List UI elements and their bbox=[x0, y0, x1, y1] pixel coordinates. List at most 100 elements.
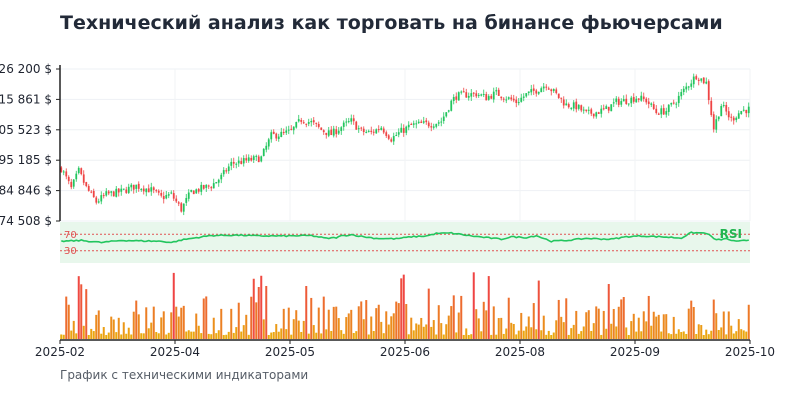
candle-body bbox=[697, 79, 700, 81]
volume-bar bbox=[282, 308, 285, 339]
volume-bar bbox=[420, 317, 423, 339]
volume-bar bbox=[80, 284, 83, 339]
volume-bar bbox=[612, 308, 615, 339]
volume-bar bbox=[702, 334, 705, 339]
volume-bar bbox=[585, 312, 588, 339]
volume-bar bbox=[350, 309, 353, 339]
volume-bar bbox=[360, 301, 363, 339]
candle-body bbox=[647, 101, 650, 105]
candle-body bbox=[705, 81, 708, 84]
volume-bar bbox=[642, 311, 645, 339]
volume-bar bbox=[602, 310, 605, 339]
candle-body bbox=[690, 83, 693, 87]
volume-bar bbox=[570, 328, 573, 339]
volume-bar bbox=[362, 319, 365, 339]
candle-body bbox=[60, 167, 63, 172]
volume-bar bbox=[527, 316, 530, 339]
candle-body bbox=[447, 110, 450, 112]
volume-bar bbox=[617, 306, 620, 339]
x-tick-label: 2025-05 bbox=[265, 345, 315, 359]
candle-body bbox=[120, 188, 123, 192]
candle-body bbox=[427, 122, 430, 127]
candle-body bbox=[365, 131, 368, 133]
volume-bar bbox=[695, 334, 698, 339]
x-tick-label: 2025-08 bbox=[495, 345, 545, 359]
volume-series bbox=[60, 272, 750, 339]
volume-bar bbox=[300, 331, 303, 339]
volume-bar bbox=[740, 329, 743, 339]
volume-bar bbox=[670, 334, 673, 339]
volume-bar bbox=[247, 334, 250, 339]
volume-bar bbox=[567, 334, 570, 339]
volume-bar bbox=[155, 332, 158, 339]
candle-body bbox=[102, 195, 105, 197]
volume-bar bbox=[132, 311, 135, 339]
candle-body bbox=[545, 86, 548, 88]
volume-bar bbox=[90, 328, 93, 339]
volume-bar bbox=[240, 331, 243, 339]
candle-body bbox=[220, 174, 223, 180]
volume-bar bbox=[357, 306, 360, 339]
candle-body bbox=[145, 188, 148, 193]
volume-bar bbox=[457, 312, 460, 339]
volume-bar bbox=[392, 313, 395, 339]
candle-body bbox=[592, 113, 595, 117]
volume-bar bbox=[687, 308, 690, 339]
candle-body bbox=[157, 190, 160, 193]
candle-body bbox=[202, 185, 205, 189]
candle-body bbox=[747, 106, 750, 114]
candle-body bbox=[265, 145, 268, 150]
candle-body bbox=[310, 120, 313, 123]
candle-body bbox=[655, 108, 658, 114]
candle-body bbox=[185, 197, 188, 203]
volume-bar bbox=[235, 327, 238, 339]
volume-bar bbox=[200, 333, 203, 339]
candle-body bbox=[267, 139, 270, 147]
candle-body bbox=[175, 198, 178, 202]
candle-body bbox=[535, 90, 538, 94]
volume-bar bbox=[645, 321, 648, 339]
rsi-label: RSI bbox=[720, 227, 742, 241]
candle-body bbox=[150, 187, 153, 192]
candle-body bbox=[667, 104, 670, 112]
volume-bar bbox=[415, 323, 418, 339]
volume-bar bbox=[680, 332, 683, 339]
volume-bar bbox=[197, 325, 200, 339]
volume-bar bbox=[560, 316, 563, 339]
candle-body bbox=[637, 98, 640, 100]
volume-bar bbox=[557, 299, 560, 339]
volume-bar bbox=[550, 334, 553, 339]
volume-bar bbox=[417, 324, 420, 339]
volume-bar bbox=[182, 305, 185, 339]
x-tick-label: 2025-02 bbox=[35, 345, 85, 359]
candle-body bbox=[500, 96, 503, 99]
candle-body bbox=[67, 176, 70, 182]
candle-body bbox=[585, 109, 588, 112]
candle-body bbox=[415, 123, 418, 125]
candle-body bbox=[135, 184, 138, 189]
volume-bar bbox=[522, 330, 525, 339]
candle-body bbox=[450, 100, 453, 111]
candle-body bbox=[575, 101, 578, 110]
candle-body bbox=[82, 174, 85, 183]
volume-bar bbox=[590, 330, 593, 339]
volume-bar bbox=[587, 310, 590, 339]
candlestick-series bbox=[60, 73, 750, 216]
candle-body bbox=[167, 194, 170, 196]
candle-body bbox=[505, 99, 508, 101]
candle-body bbox=[225, 170, 228, 172]
candle-body bbox=[700, 78, 703, 81]
volume-bar bbox=[320, 333, 323, 339]
candle-body bbox=[340, 127, 343, 132]
candle-body bbox=[527, 91, 530, 94]
volume-bar bbox=[470, 334, 473, 339]
candle-body bbox=[107, 191, 110, 194]
volume-bar bbox=[267, 335, 270, 339]
candle-body bbox=[465, 92, 468, 98]
volume-bar bbox=[102, 327, 105, 339]
volume-bar bbox=[450, 306, 453, 339]
candle-body bbox=[665, 111, 668, 115]
volume-bar bbox=[270, 332, 273, 339]
candle-body bbox=[210, 187, 213, 189]
candle-body bbox=[632, 97, 635, 102]
